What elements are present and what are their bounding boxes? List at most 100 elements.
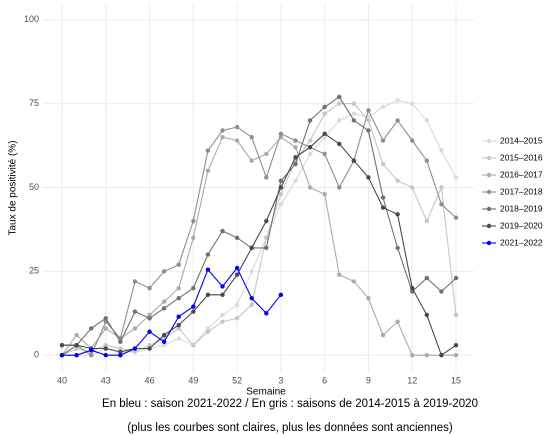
point (395, 98, 400, 103)
point (278, 292, 284, 298)
point (161, 332, 167, 338)
legend-label: 2014–2015 (500, 135, 543, 145)
point (293, 138, 298, 143)
point (176, 326, 181, 331)
point (264, 311, 269, 316)
y-axis-label: Taux de positivité (%) (8, 140, 19, 235)
point (161, 299, 167, 304)
point (395, 212, 400, 217)
legend-swatch (486, 138, 492, 144)
point (220, 319, 225, 324)
point (74, 342, 79, 348)
point (366, 296, 371, 301)
point (337, 141, 342, 147)
point (322, 111, 327, 116)
point (132, 349, 138, 355)
point (191, 218, 196, 224)
point (88, 353, 94, 358)
point (322, 134, 327, 140)
point (220, 284, 225, 289)
point (322, 151, 327, 157)
point (74, 346, 79, 351)
x-tick-label: 12 (407, 375, 417, 385)
point (147, 346, 152, 351)
point (380, 332, 386, 338)
point (234, 265, 240, 271)
point (395, 178, 400, 183)
point (161, 269, 167, 274)
point (380, 138, 386, 143)
point (351, 118, 357, 123)
point (307, 151, 313, 157)
point (278, 185, 284, 190)
point (205, 267, 211, 272)
point (234, 316, 240, 321)
point (424, 118, 430, 123)
point (424, 158, 430, 163)
point (337, 185, 342, 190)
point (453, 275, 459, 281)
point (161, 339, 167, 345)
point (410, 138, 415, 143)
point (234, 302, 240, 308)
point (205, 329, 211, 334)
point (264, 175, 269, 180)
point (278, 131, 284, 137)
point (147, 285, 152, 291)
note: (plus les courbes sont claires, plus les… (127, 422, 453, 434)
point (147, 329, 152, 334)
point (191, 235, 196, 241)
point (322, 104, 327, 110)
point (395, 245, 400, 251)
legend-swatch (486, 206, 492, 212)
point (191, 304, 196, 309)
point (74, 332, 79, 338)
point (103, 326, 108, 331)
point (351, 158, 357, 163)
point (380, 195, 386, 200)
point (147, 312, 152, 318)
point (366, 108, 371, 113)
point (337, 272, 342, 277)
legend-swatch (486, 223, 492, 229)
point (439, 353, 444, 358)
point (366, 118, 371, 123)
point (278, 202, 284, 207)
point (293, 155, 298, 160)
point (88, 326, 94, 331)
point (220, 312, 225, 318)
point (439, 289, 444, 294)
point (205, 326, 211, 331)
point (337, 118, 342, 123)
point (366, 128, 371, 133)
point (205, 148, 211, 153)
point (278, 192, 284, 197)
legend-swatch (486, 172, 492, 178)
point (59, 353, 65, 358)
series-line (61, 96, 457, 356)
series-line (62, 99, 457, 356)
series-line (61, 103, 457, 356)
point (293, 161, 298, 167)
point (351, 101, 357, 106)
point (337, 94, 342, 100)
point (205, 252, 211, 257)
point (205, 292, 211, 298)
point (220, 228, 225, 234)
point (88, 347, 94, 353)
point (118, 346, 123, 351)
legend-swatch (486, 240, 492, 246)
x-tick-label: 9 (366, 375, 371, 385)
point (322, 192, 327, 197)
legend-label: 2018–2019 (500, 203, 543, 213)
point (59, 342, 65, 348)
point (410, 353, 415, 358)
x-tick-label: 40 (57, 375, 67, 385)
point (307, 118, 313, 123)
point (234, 272, 240, 277)
point (132, 309, 138, 314)
point (322, 131, 327, 137)
point (234, 235, 240, 241)
point (395, 319, 400, 324)
point (410, 101, 415, 106)
